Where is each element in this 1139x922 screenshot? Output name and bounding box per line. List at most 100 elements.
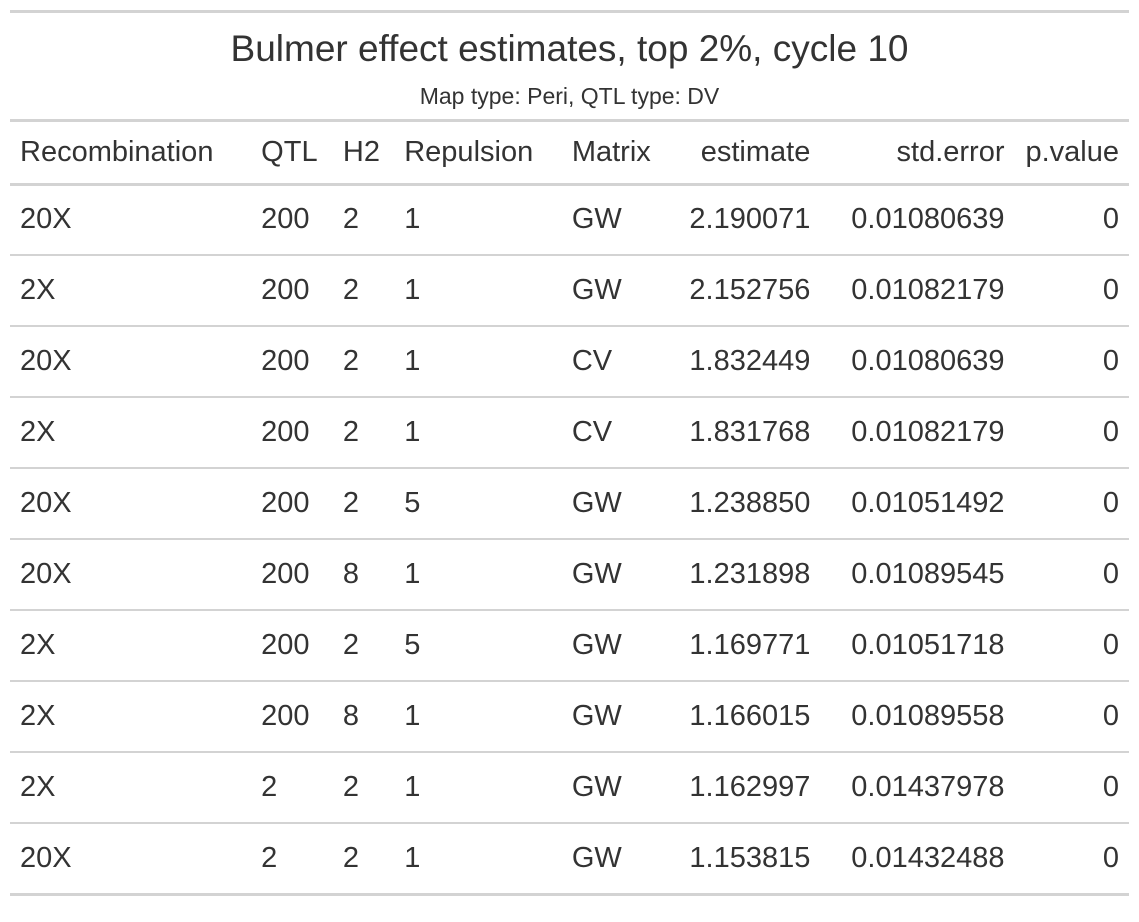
cell-repulsion: 1 xyxy=(394,255,562,327)
column-header-h2: H2 xyxy=(332,122,395,186)
cell-recombination: 2X xyxy=(10,255,252,327)
table-row: 2X 200 2 1 GW 2.152756 0.01082179 0 xyxy=(10,255,1129,327)
table-title: Bulmer effect estimates, top 2%, cycle 1… xyxy=(230,28,909,69)
cell-matrix: GW xyxy=(561,184,665,256)
cell-qtl: 200 xyxy=(251,610,333,682)
cell-h2: 2 xyxy=(332,184,395,256)
cell-h2: 8 xyxy=(332,539,395,611)
cell-h2: 2 xyxy=(332,752,395,824)
cell-std-error: 0.01082179 xyxy=(820,397,1015,469)
cell-repulsion: 1 xyxy=(394,823,562,896)
cell-repulsion: 1 xyxy=(394,681,562,753)
cell-p-value: 0 xyxy=(1014,681,1129,753)
cell-std-error: 0.01437978 xyxy=(820,752,1015,824)
cell-p-value: 0 xyxy=(1014,326,1129,398)
cell-recombination: 2X xyxy=(10,610,252,682)
cell-estimate: 1.832449 xyxy=(664,326,821,398)
cell-qtl: 2 xyxy=(251,823,333,896)
cell-h2: 2 xyxy=(332,326,395,398)
cell-matrix: GW xyxy=(561,823,665,896)
cell-qtl: 200 xyxy=(251,539,333,611)
cell-estimate: 2.152756 xyxy=(664,255,821,327)
cell-p-value: 0 xyxy=(1014,752,1129,824)
table-row: 20X 200 8 1 GW 1.231898 0.01089545 0 xyxy=(10,539,1129,611)
column-header-std-error: std.error xyxy=(820,122,1015,186)
cell-p-value: 0 xyxy=(1014,539,1129,611)
cell-estimate: 1.153815 xyxy=(664,823,821,896)
cell-h2: 8 xyxy=(332,681,395,753)
cell-std-error: 0.01051718 xyxy=(820,610,1015,682)
cell-std-error: 0.01080639 xyxy=(820,184,1015,256)
table-row: 20X 200 2 1 GW 2.190071 0.01080639 0 xyxy=(10,184,1129,256)
cell-matrix: GW xyxy=(561,468,665,540)
table-heading: Bulmer effect estimates, top 2%, cycle 1… xyxy=(10,13,1129,122)
cell-h2: 2 xyxy=(332,468,395,540)
cell-std-error: 0.01080639 xyxy=(820,326,1015,398)
cell-p-value: 0 xyxy=(1014,255,1129,327)
cell-qtl: 200 xyxy=(251,397,333,469)
cell-estimate: 1.238850 xyxy=(664,468,821,540)
table-row: 2X 2 2 1 GW 1.162997 0.01437978 0 xyxy=(10,752,1129,824)
cell-std-error: 0.01082179 xyxy=(820,255,1015,327)
column-header-matrix: Matrix xyxy=(561,122,665,186)
cell-matrix: GW xyxy=(561,610,665,682)
cell-p-value: 0 xyxy=(1014,184,1129,256)
cell-repulsion: 5 xyxy=(394,468,562,540)
cell-p-value: 0 xyxy=(1014,468,1129,540)
cell-repulsion: 5 xyxy=(394,610,562,682)
table-row: 2X 200 2 1 CV 1.831768 0.01082179 0 xyxy=(10,397,1129,469)
cell-recombination: 20X xyxy=(10,539,252,611)
cell-recombination: 2X xyxy=(10,752,252,824)
column-header-qtl: QTL xyxy=(251,122,333,186)
cell-matrix: CV xyxy=(561,397,665,469)
cell-recombination: 20X xyxy=(10,326,252,398)
header-row: Recombination QTL H2 Repulsion Matrix es… xyxy=(10,122,1129,186)
cell-qtl: 200 xyxy=(251,681,333,753)
table-row: 20X 200 2 5 GW 1.238850 0.01051492 0 xyxy=(10,468,1129,540)
cell-repulsion: 1 xyxy=(394,184,562,256)
top-rule xyxy=(10,10,1129,13)
cell-recombination: 20X xyxy=(10,468,252,540)
cell-h2: 2 xyxy=(332,823,395,896)
column-header-repulsion: Repulsion xyxy=(394,122,562,186)
cell-repulsion: 1 xyxy=(394,397,562,469)
cell-qtl: 200 xyxy=(251,468,333,540)
cell-h2: 2 xyxy=(332,610,395,682)
table-row: 2X 200 8 1 GW 1.166015 0.01089558 0 xyxy=(10,681,1129,753)
cell-estimate: 1.831768 xyxy=(664,397,821,469)
table-row: 2X 200 2 5 GW 1.169771 0.01051718 0 xyxy=(10,610,1129,682)
cell-recombination: 20X xyxy=(10,184,252,256)
cell-estimate: 1.162997 xyxy=(664,752,821,824)
cell-repulsion: 1 xyxy=(394,752,562,824)
results-table: Recombination QTL H2 Repulsion Matrix es… xyxy=(10,122,1129,896)
column-header-p-value: p.value xyxy=(1014,122,1129,186)
cell-h2: 2 xyxy=(332,255,395,327)
cell-p-value: 0 xyxy=(1014,610,1129,682)
cell-std-error: 0.01051492 xyxy=(820,468,1015,540)
cell-h2: 2 xyxy=(332,397,395,469)
column-header-estimate: estimate xyxy=(664,122,821,186)
cell-matrix: GW xyxy=(561,681,665,753)
cell-estimate: 2.190071 xyxy=(664,184,821,256)
cell-recombination: 2X xyxy=(10,397,252,469)
cell-recombination: 20X xyxy=(10,823,252,896)
table-subtitle: Map type: Peri, QTL type: DV xyxy=(419,83,720,109)
cell-estimate: 1.166015 xyxy=(664,681,821,753)
cell-qtl: 2 xyxy=(251,752,333,824)
cell-repulsion: 1 xyxy=(394,326,562,398)
cell-qtl: 200 xyxy=(251,184,333,256)
cell-matrix: GW xyxy=(561,752,665,824)
table-row: 20X 200 2 1 CV 1.832449 0.01080639 0 xyxy=(10,326,1129,398)
cell-matrix: CV xyxy=(561,326,665,398)
cell-recombination: 2X xyxy=(10,681,252,753)
cell-p-value: 0 xyxy=(1014,397,1129,469)
results-table-container: Bulmer effect estimates, top 2%, cycle 1… xyxy=(10,10,1129,896)
cell-std-error: 0.01432488 xyxy=(820,823,1015,896)
cell-qtl: 200 xyxy=(251,326,333,398)
table-row: 20X 2 2 1 GW 1.153815 0.01432488 0 xyxy=(10,823,1129,896)
column-header-recombination: Recombination xyxy=(10,122,252,186)
cell-estimate: 1.231898 xyxy=(664,539,821,611)
cell-repulsion: 1 xyxy=(394,539,562,611)
cell-p-value: 0 xyxy=(1014,823,1129,896)
cell-estimate: 1.169771 xyxy=(664,610,821,682)
